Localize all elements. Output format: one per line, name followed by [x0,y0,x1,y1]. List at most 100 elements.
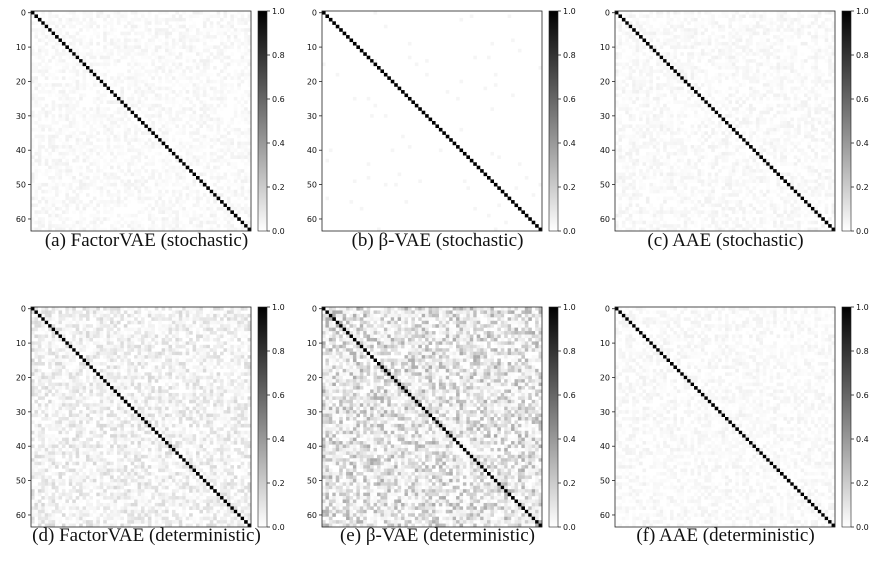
heatmap-cell [196,31,200,36]
heatmap-cell [666,59,671,63]
heatmap-cell [762,206,767,211]
heatmap-cell [230,145,234,149]
heatmap-cell [725,66,729,70]
heatmap-cell [615,66,619,70]
heatmap-cell [137,138,142,142]
heatmap-cell [72,11,76,15]
heatmap-cell [749,93,753,98]
heatmap-cell [226,227,231,232]
heatmap-cell [735,31,739,36]
heatmap-cell [673,11,678,15]
heatmap-cell [694,114,698,118]
heatmap-cell [804,59,808,63]
heatmap-cell [189,79,193,84]
heatmap-cell [663,38,667,43]
heatmap-cell [213,55,217,60]
heatmap-cell [728,72,733,77]
heatmap-cell [804,155,808,159]
heatmap-cell [735,52,739,56]
heatmap-cell [645,62,650,67]
heatmap-cell [206,196,210,201]
heatmap-cell [89,38,94,43]
heatmap-diagonal-cell [134,114,138,118]
heatmap-cell [628,31,633,36]
heatmap-cell [75,158,80,163]
heatmap-cell [103,79,107,84]
heatmap-cell [185,114,190,118]
heatmap-cell [725,14,729,19]
heatmap-cell [783,93,788,98]
heatmap-cell [714,176,719,180]
heatmap-cell [817,158,822,163]
heatmap-cell [189,59,193,63]
heatmap-cell [762,59,767,63]
heatmap-cell [745,107,750,111]
heatmap-cell [202,103,207,108]
heatmap-cell [828,193,832,197]
heatmap-cell [807,196,812,201]
heatmap-cell [804,134,808,139]
heatmap-cell [106,21,111,25]
heatmap-cell [106,117,111,122]
heatmap-cell [711,62,715,67]
heatmap-cell [82,24,87,29]
heatmap-cell [649,121,653,125]
heatmap-cell [810,134,815,139]
heatmap-cell [92,110,97,115]
heatmap-cell [202,213,207,218]
heatmap-cell [79,182,83,187]
heatmap-cell [141,131,145,135]
heatmap-cell [776,66,781,70]
heatmap-cell [810,127,815,132]
heatmap-cell [663,107,667,111]
heatmap-diagonal-cell [676,72,681,77]
heatmap-cell [116,131,121,135]
heatmap-cell [697,52,702,56]
heatmap-cell [134,76,138,80]
heatmap-cell [44,169,49,173]
heatmap-cell [738,158,743,163]
heatmap-cell [92,134,97,139]
heatmap-cell [103,76,107,80]
heatmap-diagonal-cell [800,196,805,201]
heatmap-cell [511,93,515,98]
heatmap-cell [639,24,643,29]
heatmap-cell [31,76,35,80]
heatmap-cell [632,141,636,146]
heatmap-cell [151,41,155,46]
heatmap-cell [745,31,750,36]
heatmap-cell [110,172,114,177]
heatmap-cell [759,121,763,125]
heatmap-diagonal-cell [755,151,760,156]
heatmap-cell [680,86,684,91]
heatmap-cell [110,41,114,46]
heatmap-cell [99,121,104,125]
heatmap-cell [666,186,671,190]
heatmap-cell [824,141,829,146]
heatmap-cell [704,110,708,115]
heatmap-cell [373,103,378,108]
heatmap-cell [61,217,66,221]
heatmap-cell [72,131,76,135]
caption-factorvae-stochastic: (a) FactorVAE (stochastic) [44,230,249,251]
heatmap-cell [718,196,722,201]
heatmap-cell [72,220,76,225]
heatmap-cell [766,38,770,43]
heatmap-cell [206,93,210,98]
heatmap-cell [749,121,753,125]
heatmap-diagonal-cell [370,59,374,63]
heatmap-cell [704,76,708,80]
heatmap-cell [41,28,45,32]
heatmap-cell [116,193,121,197]
heatmap-cell [490,151,495,156]
heatmap-cell [106,48,111,53]
heatmap-cell [687,100,691,104]
heatmap-cell [182,148,186,153]
heatmap-cell [762,45,767,49]
heatmap-cell [226,72,231,77]
y-tick-label: 60 [16,215,26,224]
heatmap-cell [116,52,121,56]
heatmap-cell [137,66,142,70]
heatmap-cell [711,96,715,101]
